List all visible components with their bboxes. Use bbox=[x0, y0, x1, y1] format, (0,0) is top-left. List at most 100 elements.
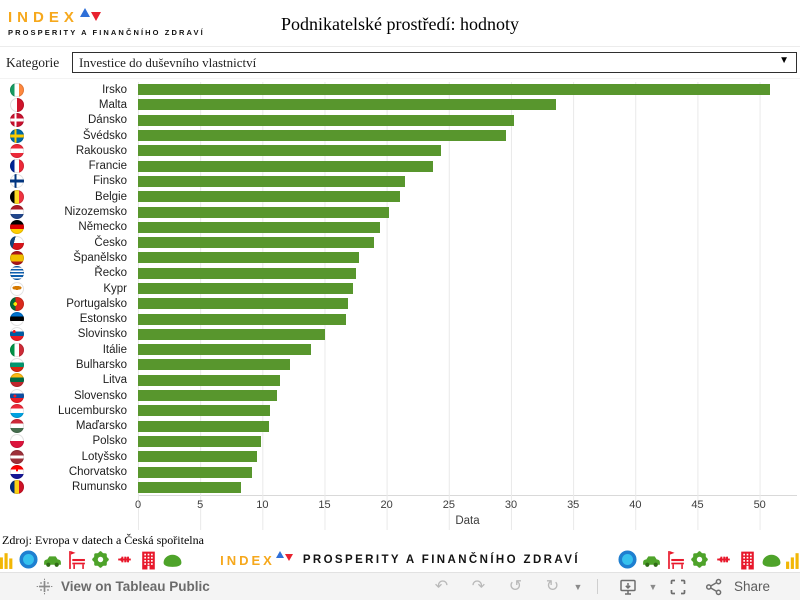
bar[interactable] bbox=[138, 191, 401, 203]
country-label: Španělsko bbox=[73, 251, 127, 264]
chart-row: Slovensko bbox=[0, 388, 800, 403]
x-tick-label: 25 bbox=[442, 499, 455, 512]
redo-button[interactable]: ↷ bbox=[471, 577, 486, 595]
chart-row: Lotyšsko bbox=[0, 449, 800, 464]
replay-button[interactable]: ↺ bbox=[508, 577, 523, 595]
toolbar-separator bbox=[596, 579, 598, 594]
bar[interactable] bbox=[138, 466, 253, 478]
country-label: Francie bbox=[88, 160, 127, 173]
x-tick-label: 45 bbox=[691, 499, 704, 512]
country-flag-icon bbox=[10, 281, 24, 296]
bar[interactable] bbox=[138, 435, 262, 447]
source-note: Zdroj: Evropa v datech a Česká spořiteln… bbox=[2, 533, 204, 548]
country-label: Maďarsko bbox=[75, 420, 127, 433]
country-label: Belgie bbox=[95, 190, 127, 203]
x-tick-label: 50 bbox=[753, 499, 766, 512]
footer-logo-triangles-icon bbox=[275, 551, 293, 562]
country-flag-icon bbox=[10, 113, 24, 128]
country-label: Lucembursko bbox=[57, 404, 127, 417]
country-flag-icon bbox=[10, 449, 24, 464]
caret-down-icon[interactable]: ▼ bbox=[573, 581, 583, 592]
country-flag-icon bbox=[10, 357, 24, 372]
share-button[interactable]: Share bbox=[733, 579, 770, 594]
bar[interactable] bbox=[138, 237, 375, 249]
footer-logo-wordmark: INDEX bbox=[220, 553, 275, 569]
bar[interactable] bbox=[138, 130, 507, 142]
bar[interactable] bbox=[138, 221, 381, 233]
bar[interactable] bbox=[138, 99, 556, 111]
country-label: Kypr bbox=[103, 282, 127, 295]
bar-track bbox=[138, 252, 797, 264]
bar-track bbox=[138, 328, 797, 340]
country-flag-icon bbox=[10, 235, 24, 250]
bar[interactable] bbox=[138, 328, 325, 340]
bar-track bbox=[138, 405, 797, 417]
bar[interactable] bbox=[138, 206, 390, 218]
country-flag-icon bbox=[10, 342, 24, 357]
x-tick-label: 0 bbox=[134, 499, 142, 512]
country-label: Bulharsko bbox=[75, 358, 127, 371]
country-flag-icon bbox=[10, 434, 24, 449]
bar[interactable] bbox=[138, 344, 311, 356]
bar[interactable] bbox=[138, 84, 770, 96]
country-flag-icon bbox=[10, 159, 24, 174]
country-flag-icon bbox=[10, 189, 24, 204]
bar-chart: Irsko Malta Dánsko Švédsko Rakousko bbox=[0, 82, 800, 531]
category-filter-row: Kategorie Investice do duševního vlastni… bbox=[0, 47, 800, 79]
chart-row: Malta bbox=[0, 97, 800, 112]
bar-track bbox=[138, 283, 797, 294]
cloud-icon bbox=[161, 549, 184, 570]
country-label: Lotyšsko bbox=[81, 450, 127, 463]
bar[interactable] bbox=[138, 313, 346, 325]
bar[interactable] bbox=[138, 405, 270, 417]
bar[interactable] bbox=[138, 283, 354, 294]
bar-track bbox=[138, 267, 797, 279]
caret-down-icon[interactable]: ▼ bbox=[648, 581, 658, 592]
globe-icon bbox=[17, 549, 40, 570]
bar[interactable] bbox=[138, 390, 278, 402]
undo-button[interactable]: ↶ bbox=[434, 577, 449, 595]
page-title: Podnikatelské prostředí: hodnoty bbox=[281, 14, 519, 34]
refresh-button[interactable]: ↻ bbox=[545, 577, 560, 595]
country-label: Řecko bbox=[94, 267, 127, 280]
chart-row: Dánsko bbox=[0, 113, 800, 128]
bar[interactable] bbox=[138, 267, 356, 279]
bar-chart-icon bbox=[0, 549, 16, 570]
download-button[interactable] bbox=[618, 577, 638, 597]
footer-brand: INDEX PROSPERITY A FINANČNÍHO ZDRAVÍ bbox=[0, 551, 800, 567]
bar[interactable] bbox=[138, 252, 360, 264]
gear-icon bbox=[89, 549, 112, 570]
chart-row: Německo bbox=[0, 220, 800, 235]
country-flag-icon bbox=[10, 373, 24, 388]
bar[interactable] bbox=[138, 114, 514, 126]
country-flag-icon bbox=[10, 266, 24, 281]
x-tick-label: 5 bbox=[197, 499, 204, 512]
bar[interactable] bbox=[138, 451, 258, 463]
bar[interactable] bbox=[138, 374, 280, 386]
chart-row: Irsko bbox=[0, 82, 800, 97]
fullscreen-button[interactable] bbox=[668, 577, 688, 597]
country-flag-icon bbox=[10, 465, 24, 480]
bar-track bbox=[138, 359, 797, 371]
country-label: Finsko bbox=[93, 175, 127, 188]
country-label: Slovensko bbox=[73, 389, 127, 402]
triangle-up-icon bbox=[79, 8, 90, 17]
bar-track bbox=[138, 374, 797, 386]
bar[interactable] bbox=[138, 175, 406, 187]
category-dropdown[interactable]: Investice do duševního vlastnictví ▼ bbox=[72, 52, 797, 73]
country-label: Chorvatsko bbox=[68, 466, 127, 479]
bar[interactable] bbox=[138, 298, 349, 310]
chart-row: Polsko bbox=[0, 434, 800, 449]
bar[interactable] bbox=[138, 160, 433, 172]
country-flag-icon bbox=[10, 205, 24, 220]
chart-row: Finsko bbox=[0, 174, 800, 189]
bar[interactable] bbox=[138, 145, 442, 157]
view-on-tableau-link[interactable]: View on Tableau Public bbox=[36, 578, 210, 595]
bar[interactable] bbox=[138, 420, 269, 432]
bar[interactable] bbox=[138, 359, 290, 371]
country-flag-icon bbox=[10, 128, 24, 143]
share-icon[interactable] bbox=[704, 577, 724, 597]
bar[interactable] bbox=[138, 481, 242, 493]
chart-row: Švédsko bbox=[0, 128, 800, 143]
x-tick-label: 10 bbox=[256, 499, 269, 512]
